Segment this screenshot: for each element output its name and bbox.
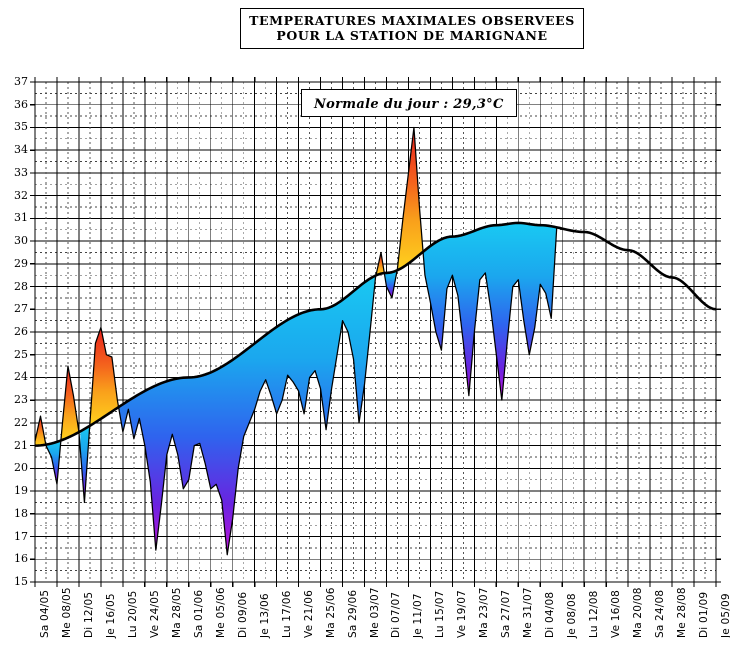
y-axis-tick-label: 22 [14, 415, 28, 429]
x-axis-tick-label: Lu 17/06 [280, 590, 293, 638]
y-axis-tick-label: 35 [14, 120, 28, 134]
axis-ticks [30, 77, 721, 587]
y-axis-tick-label: 19 [14, 484, 28, 498]
y-axis-tick-label: 30 [14, 234, 28, 248]
x-axis-tick-label: Ve 16/08 [610, 589, 623, 638]
y-axis-tick-label: 21 [14, 438, 28, 452]
x-axis-tick-label: Di 01/09 [698, 591, 711, 638]
y-axis-tick-label: 24 [14, 370, 28, 384]
x-axis-tick-label: Ve 19/07 [456, 589, 469, 638]
chart-title-line1: TEMPERATURES MAXIMALES OBSERVEES [249, 13, 575, 28]
x-axis-tick-label: Lu 15/07 [434, 590, 447, 638]
grid-lines [34, 81, 717, 583]
x-axis-tick-label: Sa 27/07 [500, 589, 513, 638]
x-axis-tick-label: Ma 23/07 [478, 587, 491, 638]
y-axis-tick-label: 20 [14, 461, 28, 475]
temperature-area-fill [35, 127, 557, 555]
y-axis-tick-label: 27 [14, 302, 28, 316]
x-axis-tick-label: Sa 04/05 [39, 589, 51, 638]
x-axis-tick-label: Di 09/06 [236, 591, 249, 638]
x-axis-tick-label: Ma 28/05 [170, 587, 183, 638]
x-axis-tick-label: Ma 20/08 [632, 587, 645, 638]
observed-temperature-line [35, 126, 558, 556]
y-axis-tick-label: 28 [14, 279, 28, 293]
x-axis-tick-label: Me 08/05 [60, 587, 73, 638]
x-axis-tick-label: Je 05/09 [720, 593, 730, 638]
x-axis-tick-label: Ma 25/06 [324, 587, 337, 638]
y-axis-tick-label: 37 [14, 75, 28, 88]
x-axis-tick-label: Di 12/05 [82, 591, 95, 638]
x-axis-tick-label: Me 31/07 [522, 587, 535, 638]
normal-legend-text: Normale du jour : 29,3°C [314, 97, 504, 112]
y-axis-tick-label: 25 [14, 347, 28, 361]
x-axis-tick-label: Me 03/07 [368, 587, 381, 638]
x-axis-tick-label: Sa 29/06 [346, 589, 359, 638]
x-axis-tick-label: Di 04/08 [544, 591, 557, 638]
x-axis-tick-label: Lu 12/08 [588, 590, 601, 638]
chart-title-line2: POUR LA STATION DE MARIGNANE [276, 28, 548, 43]
y-axis-tick-label: 16 [14, 552, 28, 566]
normal-legend-box: Normale du jour : 29,3°C [301, 89, 517, 117]
x-axis-tick-label: Di 07/07 [390, 591, 403, 638]
y-axis-tick-label: 36 [14, 97, 28, 111]
y-axis-tick-label: 15 [14, 575, 28, 588]
chart-title-box: TEMPERATURES MAXIMALES OBSERVEES POUR LA… [240, 8, 584, 49]
y-axis-tick-label: 29 [14, 256, 28, 270]
y-axis-tick-label: 32 [14, 188, 28, 202]
x-axis-tick-label: Me 05/06 [214, 587, 227, 638]
y-axis-tick-label: 23 [14, 393, 28, 407]
y-axis-tick-label: 26 [14, 325, 28, 338]
normal-curve-line [35, 221, 716, 447]
y-axis-tick-label: 17 [14, 529, 28, 543]
x-axis-tick-label: Je 13/06 [258, 593, 271, 638]
x-axis-tick-label: Ve 21/06 [302, 589, 315, 638]
x-axis-tick-label: Lu 20/05 [126, 590, 139, 638]
x-axis-tick-label: Je 16/05 [104, 593, 117, 638]
x-axis-tick-label: Ve 24/05 [148, 589, 161, 638]
y-axis-tick-label: 31 [14, 211, 28, 225]
y-axis-tick-label: 34 [14, 143, 28, 157]
x-axis-tick-label: Me 28/08 [676, 587, 689, 638]
y-axis-tick-label: 33 [14, 165, 28, 179]
x-axis-tick-label: Sa 01/06 [192, 589, 205, 638]
x-axis-tick-label: Je 08/08 [566, 593, 579, 638]
y-axis-tick-label: 18 [14, 506, 28, 520]
x-axis-tick-label: Sa 24/08 [654, 589, 667, 638]
x-axis-tick-label: Je 11/07 [412, 593, 425, 638]
